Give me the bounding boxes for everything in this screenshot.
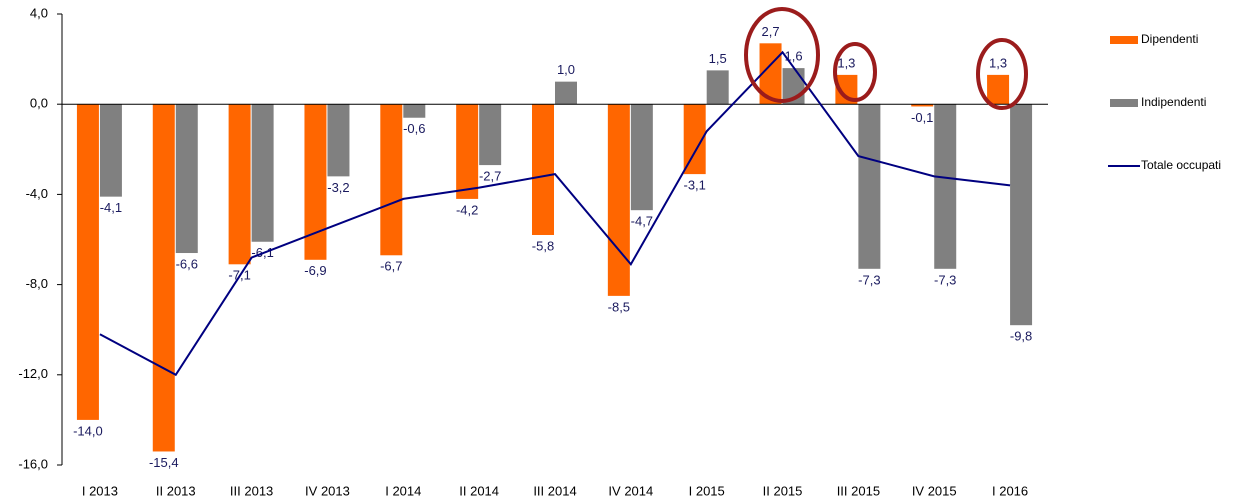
value-label: -14,0 <box>73 423 103 438</box>
value-label: -3,1 <box>683 178 705 193</box>
value-label: -6,6 <box>176 256 198 271</box>
value-label: 1,3 <box>989 55 1007 70</box>
bar <box>707 70 729 104</box>
value-label: -3,2 <box>327 180 349 195</box>
value-label: -9,8 <box>1010 329 1032 344</box>
chart: -16,0 -12,0 -8,0 -4,0 0,0 4,0 I 2013 II 2013 III… <box>0 0 1254 501</box>
legend-swatch <box>1110 36 1138 44</box>
bar <box>479 104 501 165</box>
bar <box>229 104 251 264</box>
value-label: -5,8 <box>532 238 554 253</box>
value-label: -4,1 <box>100 200 122 215</box>
x-tick-label: III 2014 <box>533 483 576 498</box>
y-tick-label: 4,0 <box>30 5 48 20</box>
x-tick-label: I 2013 <box>82 483 118 498</box>
value-label: -6,7 <box>380 259 402 274</box>
x-tick-label: IV 2015 <box>912 483 957 498</box>
bar <box>456 104 478 199</box>
x-tick-label: I 2016 <box>992 483 1028 498</box>
y-tick-label: -8,0 <box>26 276 48 291</box>
x-tick-label: III 2013 <box>230 483 273 498</box>
bar <box>380 104 402 255</box>
bar <box>1010 104 1032 325</box>
legend-label: Dipendenti <box>1141 32 1198 46</box>
y-tick-label: -4,0 <box>26 186 48 201</box>
bar <box>252 104 274 242</box>
x-tick-label: I 2015 <box>689 483 725 498</box>
value-label: -0,6 <box>403 121 425 136</box>
bar <box>934 104 956 269</box>
bar <box>608 104 630 296</box>
x-tick-label: II 2014 <box>459 483 499 498</box>
value-label: -0,1 <box>911 110 933 125</box>
legend-label: Totale occupati <box>1141 158 1221 172</box>
y-tick-label: -12,0 <box>18 366 48 381</box>
value-label: -15,4 <box>149 455 179 470</box>
bar <box>176 104 198 253</box>
bar <box>77 104 99 420</box>
x-tick-label: II 2015 <box>763 483 803 498</box>
value-label: -4,2 <box>456 202 478 217</box>
bar <box>153 104 175 451</box>
bar <box>327 104 349 176</box>
value-label: -7,3 <box>934 272 956 287</box>
bar <box>100 104 122 196</box>
value-label: -8,5 <box>608 299 630 314</box>
bar <box>631 104 653 210</box>
bar <box>532 104 554 235</box>
value-label: -4,7 <box>631 214 653 229</box>
legend-swatch <box>1110 99 1138 107</box>
x-tick-label: I 2014 <box>385 483 421 498</box>
value-label: 1,0 <box>557 62 575 77</box>
bar <box>403 104 425 118</box>
page: {"chart_data": {"type": "bar", "categori… <box>0 0 1254 501</box>
value-label: 2,7 <box>761 24 779 39</box>
highlight-circle <box>746 9 818 101</box>
value-label: -7,3 <box>858 272 880 287</box>
legend-label: Indipendenti <box>1141 95 1206 109</box>
value-label: -6,9 <box>304 263 326 278</box>
bar <box>987 75 1009 104</box>
y-tick-label: -16,0 <box>18 456 48 471</box>
value-label: -2,7 <box>479 169 501 184</box>
bar <box>555 82 577 105</box>
y-tick-label: 0,0 <box>30 96 48 111</box>
x-tick-label: IV 2013 <box>305 483 350 498</box>
value-label: 1,6 <box>784 49 802 64</box>
x-tick-label: III 2015 <box>837 483 880 498</box>
value-label: 1,3 <box>837 55 855 70</box>
x-tick-label: IV 2014 <box>608 483 653 498</box>
bar <box>858 104 880 269</box>
value-label: 1,5 <box>709 51 727 66</box>
x-tick-label: II 2013 <box>156 483 196 498</box>
